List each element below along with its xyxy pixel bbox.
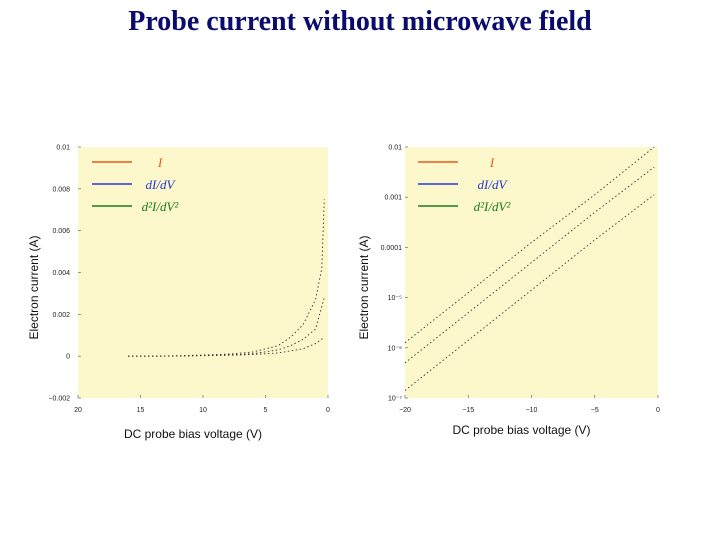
legend-label: I [157,155,163,170]
y-tick-label: −0.002 [48,396,70,403]
x-tick-label: −10 [526,407,538,414]
chart-linear: 0.01 0.008 0.006 0.004 0.002 0 −0.002 20 15 10 5 0 D… [27,145,330,442]
y-tick-label: 0 [66,354,70,361]
y-tick-label: 10⁻⁷ [388,396,402,403]
x-tick-label: 0 [326,407,330,414]
legend-label: dI/dV [478,177,509,192]
x-tick-label: −15 [462,407,474,414]
x-tick-label: 10 [199,407,207,414]
x-tick-label: −5 [591,407,599,414]
chart-log: 0.01 0.001 0.0001 10⁻⁵ 10⁻⁶ 10⁻⁷ −20 −15 −10 −5 0 D… [357,145,660,438]
legend-label: dI/dV [146,177,177,192]
legend-label: d²I/dV² [474,199,512,214]
plot-area [405,147,658,398]
y-tick-label: 0.001 [384,195,402,202]
y-tick-label: 0.0001 [381,245,403,252]
slide-title: Probe current without microwave field [128,6,592,37]
series-line-i [128,199,325,357]
legend-label: d²I/dV² [142,199,180,214]
x-tick-label: 0 [656,407,660,414]
y-tick-label: 0.004 [52,270,70,277]
x-tick-label: −20 [399,407,411,414]
plot-area [78,147,328,398]
series-line-d2idv2 [128,336,325,357]
x-axis-label: DC probe bias voltage (V) [452,423,590,437]
x-tick-label: 20 [74,407,82,414]
series-line-didv [128,297,325,357]
y-tick-label: 10⁻⁶ [388,345,402,352]
x-tick-label: 5 [264,407,268,414]
y-tick-label: 0.002 [52,312,70,319]
legend-label: I [489,155,495,170]
y-tick-label: 0.008 [52,186,70,193]
x-tick-label: 15 [137,407,145,414]
y-tick-label: 0.006 [52,228,70,235]
y-tick-label: 10⁻⁵ [388,295,402,302]
y-tick-label: 0.01 [56,145,70,152]
y-axis-label: Electron current (A) [27,235,41,339]
y-tick-label: 0.01 [388,145,402,152]
y-axis-label: Electron current (A) [357,235,371,339]
x-axis-label: DC probe bias voltage (V) [124,427,262,441]
